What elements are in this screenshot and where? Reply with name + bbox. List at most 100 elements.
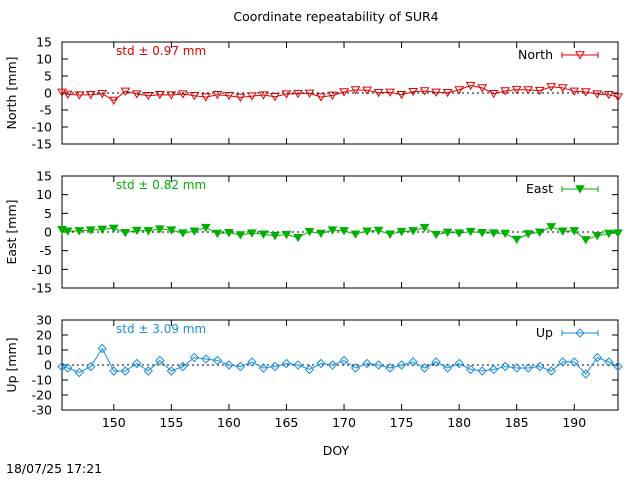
east-data-point [339,227,349,236]
up-data-point [281,358,292,369]
up-data-point [178,361,188,372]
up-legend-label: Up [536,325,553,340]
north-data-point [74,91,85,100]
north-data-point [603,91,614,100]
north-data-point [120,87,131,96]
up-data-point [86,361,96,372]
panels: -15 -10 -5 0 5 10 15 North [mm] std ± 0.97 mm Nor… [4,35,623,430]
up-data-point [535,361,545,372]
north-data-point [166,91,177,100]
up-data-point [613,361,623,372]
north-data-point [235,93,246,103]
east-data-point [304,227,315,237]
up-data-point [546,366,556,376]
up-data-point [109,366,119,376]
north-data-point [293,89,303,99]
east-legend-marker [575,185,585,194]
up-data-point [247,357,257,367]
east-std-label: std ± 0.82 mm [116,178,206,192]
east-data-point [580,236,591,245]
up-data-point [350,363,361,373]
north-data-point [154,91,165,100]
east-data-point [224,229,234,238]
north-data-point [580,88,591,97]
up-data-point [488,364,499,375]
up-data-point [442,363,453,373]
up-data-point [592,352,602,363]
up-data-point [97,343,107,354]
north-data-point [97,89,108,99]
east-data-point [177,229,188,238]
north-y-tick-label: 0 [44,86,52,101]
up-data-point [477,366,487,376]
x-tick-label: 150 [102,415,126,430]
up-data-point [431,357,441,367]
east-data-point [557,227,568,236]
east-data-point [500,229,511,239]
north-data-point [108,96,119,106]
north-y-tick-label: 10 [36,52,52,67]
north-y-tick-label: -15 [32,137,52,152]
north-data-point [247,92,257,101]
up-data-point [74,367,84,378]
north-data-point [385,88,395,97]
east-data-point [212,229,223,239]
east-data-point [281,230,292,240]
east-data-point [120,229,131,238]
up-data-point [63,363,73,373]
up-data-point [465,364,476,375]
up-data-point [212,355,223,366]
north-data-point [212,91,223,100]
east-data-point [442,228,453,237]
up-data-point [166,366,177,376]
east-data-point [396,227,407,237]
up-data-point [373,360,384,370]
east-data-point [143,227,154,236]
north-data-point [350,86,361,95]
north-data-point [477,84,488,93]
up-data-point [523,363,533,373]
east-data-point [385,230,395,239]
up-data-point [419,363,430,373]
east-data-point [74,227,85,236]
north-data-point [613,93,623,102]
east-y-tick-label: 5 [44,206,52,221]
north-legend-marker [575,51,585,60]
up-data-point [511,363,522,373]
up-data-point [120,366,131,376]
east-data-point [534,228,545,237]
north-data-point [488,89,499,99]
up-data-point [155,355,165,366]
east-data-point [488,229,499,238]
up-y-tick-label: 20 [36,328,52,343]
up-legend-marker [575,328,585,338]
x-tick-label: 170 [332,415,356,430]
north-data-point [258,91,269,100]
north-data-point [339,88,349,97]
panel-east: -15 -10 -5 0 5 10 15 East [mm] std ± 0.82 mm East [4,169,623,296]
up-data-point [189,352,200,363]
north-data-point [85,91,96,100]
east-data-point [62,227,73,236]
north-data-point [511,85,522,95]
east-data-point [373,226,384,236]
north-y-tick-label: 15 [36,35,52,50]
north-y-tick-label: -10 [32,120,52,135]
panel-north: -15 -10 -5 0 5 10 15 North [mm] std ± 0.97 mm Nor… [4,35,623,152]
up-data-point [604,357,614,367]
east-y-axis-label: East [mm] [4,199,19,264]
up-data-point [327,360,338,370]
east-data-point [431,230,441,240]
east-data-point [362,227,372,236]
north-data-point [431,88,441,97]
timestamp: 18/07/25 17:21 [6,461,102,476]
east-data-point [613,229,623,238]
east-data-point [316,229,326,239]
north-data-point [500,87,511,96]
up-y-tick-label: -20 [32,388,52,403]
x-tick-label: 190 [562,415,586,430]
up-data-point [143,366,154,376]
east-data-point [166,226,177,235]
north-std-label: std ± 0.97 mm [116,44,206,58]
